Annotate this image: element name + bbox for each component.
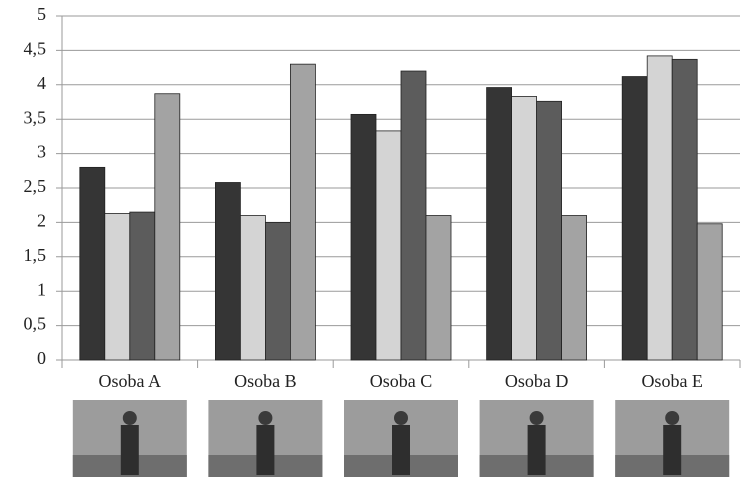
y-tick-label: 0 — [37, 348, 46, 368]
bar — [351, 114, 376, 360]
y-tick-label: 4,5 — [24, 39, 47, 59]
bar — [537, 101, 562, 360]
bar — [105, 213, 130, 360]
x-tick-label: Osoba D — [505, 371, 569, 391]
bar — [155, 94, 180, 360]
photo-figure — [663, 425, 681, 475]
x-tick-label: Osoba B — [234, 371, 297, 391]
x-tick-label: Osoba A — [99, 371, 162, 391]
bar — [647, 56, 672, 360]
bar — [512, 96, 537, 360]
bar — [130, 212, 155, 360]
y-tick-label: 2,5 — [24, 176, 47, 196]
photo-head — [530, 411, 544, 425]
y-tick-label: 5 — [37, 4, 46, 24]
bar — [265, 222, 290, 360]
photo-head — [258, 411, 272, 425]
photo-figure — [121, 425, 139, 475]
bar — [240, 216, 265, 360]
bar — [487, 88, 512, 360]
bar — [290, 64, 315, 360]
bar — [672, 59, 697, 360]
bar — [562, 216, 587, 360]
chart: 0 0,5 1 1,5 2 2,5 3 3,5 4 4,5 5 Osoba A Osoba B Osoba… — [0, 0, 741, 477]
x-tick-label: Osoba C — [370, 371, 433, 391]
photo-head — [394, 411, 408, 425]
bar — [215, 182, 240, 360]
photo-figure — [392, 425, 410, 475]
photo-head — [665, 411, 679, 425]
photo-head — [123, 411, 137, 425]
bar — [401, 71, 426, 360]
y-tick-label: 3 — [37, 142, 46, 162]
bar — [622, 77, 647, 360]
photo-figure — [528, 425, 546, 475]
bar — [697, 224, 722, 360]
y-tick-label: 2 — [37, 211, 46, 231]
bar — [80, 167, 105, 360]
y-tick-label: 0,5 — [24, 314, 47, 334]
y-tick-label: 1 — [37, 279, 46, 299]
bar — [426, 216, 451, 360]
y-tick-label: 1,5 — [24, 245, 47, 265]
photo-figure — [256, 425, 274, 475]
x-tick-label: Osoba E — [641, 371, 703, 391]
y-tick-label: 3,5 — [24, 107, 47, 127]
y-tick-label: 4 — [37, 73, 46, 93]
bar — [376, 131, 401, 360]
